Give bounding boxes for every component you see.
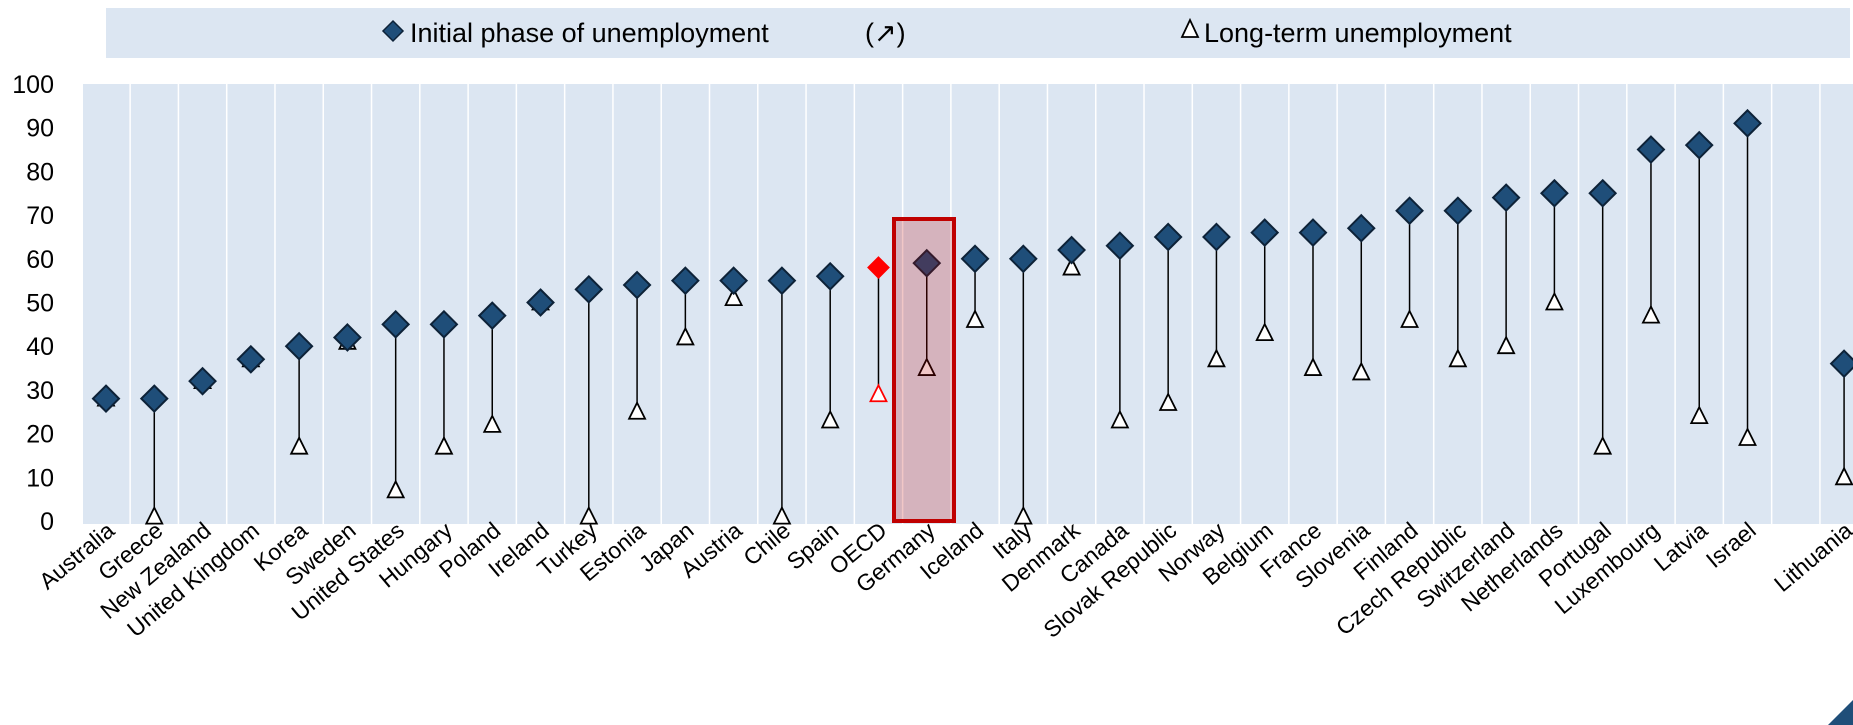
longterm-marker [1689, 405, 1709, 425]
corner-decoration [1828, 700, 1853, 725]
longterm-marker [1448, 348, 1468, 368]
legend-sort-marker: (↗) [865, 18, 906, 48]
initial-marker [284, 331, 314, 361]
initial-marker [1202, 222, 1231, 252]
y-tick-label: 40 [26, 333, 54, 361]
longterm-marker [1013, 505, 1033, 525]
initial-marker [139, 384, 169, 414]
x-category-label: Latvia [1649, 517, 1713, 577]
initial-marker [1491, 183, 1521, 213]
longterm-marker [289, 435, 309, 455]
y-tick-label: 0 [40, 508, 54, 536]
initial-marker [1153, 222, 1183, 252]
longterm-marker [1593, 435, 1613, 455]
initial-marker [1105, 231, 1135, 261]
initial-marker [429, 309, 459, 339]
initial-marker [867, 256, 890, 279]
longterm-marker [627, 400, 647, 420]
initial-marker [1250, 218, 1280, 247]
initial-marker [815, 261, 845, 291]
longterm-marker [579, 505, 599, 525]
longterm-marker [1834, 466, 1853, 486]
y-tick-label: 60 [26, 246, 54, 274]
y-tick-label: 80 [26, 158, 54, 186]
initial-marker [1298, 218, 1328, 247]
initial-marker [526, 288, 555, 317]
initial-marker [1588, 178, 1618, 208]
initial-marker [960, 244, 990, 274]
initial-marker [1395, 196, 1424, 226]
longterm-marker [1496, 335, 1516, 355]
longterm-marker [434, 435, 454, 455]
legend: Initial phase of unemployment (↗) Long-t… [381, 17, 1512, 48]
initial-marker [622, 270, 652, 300]
longterm-marker [1400, 308, 1420, 328]
initial-marker [1733, 108, 1762, 138]
initial-marker [236, 344, 266, 374]
longterm-marker [772, 505, 792, 525]
x-category-label: Lithuania [1769, 517, 1853, 597]
x-category-label: Israel [1701, 517, 1761, 573]
longterm-marker [1158, 391, 1178, 411]
longterm-marker [1641, 304, 1661, 324]
initial-marker [1443, 196, 1473, 226]
longterm-marker [917, 357, 937, 376]
longterm-marker [1544, 291, 1564, 311]
x-category-label: Chile [738, 517, 795, 571]
data-marks [91, 108, 1853, 525]
longterm-marker [1062, 256, 1082, 276]
initial-marker [1539, 178, 1569, 208]
initial-marker [477, 301, 507, 331]
y-tick-label: 70 [26, 202, 54, 230]
y-axis: 0 10 20 30 40 50 60 70 80 90 100 [12, 71, 54, 536]
initial-marker [1008, 244, 1038, 274]
initial-marker [188, 366, 217, 396]
initial-marker [1057, 235, 1087, 265]
initial-marker [332, 323, 362, 352]
longterm-marker [1110, 409, 1130, 429]
longterm-marker [869, 383, 888, 403]
legend-initial-label: Initial phase of unemployment [410, 18, 769, 48]
initial-marker [1346, 213, 1376, 243]
initial-marker [767, 266, 797, 296]
initial-marker [91, 384, 121, 414]
longterm-marker [1351, 361, 1371, 381]
longterm-marker [1206, 348, 1226, 368]
legend-longterm-marker-icon [1180, 17, 1200, 38]
gridlines [129, 84, 1821, 524]
initial-marker [719, 266, 749, 296]
initial-marker [670, 266, 700, 296]
longterm-marker [144, 505, 164, 525]
y-tick-label: 50 [26, 290, 54, 318]
y-tick-label: 100 [12, 71, 54, 99]
initial-marker [1636, 135, 1666, 164]
longterm-marker [724, 287, 744, 307]
initial-marker [574, 274, 604, 304]
initial-marker [381, 309, 411, 339]
initial-marker [912, 248, 942, 278]
y-tick-label: 90 [26, 115, 54, 143]
y-tick-label: 20 [26, 421, 54, 449]
longterm-marker [965, 308, 985, 328]
initial-marker [1684, 130, 1714, 160]
longterm-marker [1255, 322, 1275, 341]
germany-highlight-box [892, 217, 956, 523]
plot-area [83, 84, 1853, 524]
legend-initial-marker-icon [381, 19, 405, 43]
longterm-marker [1738, 426, 1757, 446]
longterm-marker [820, 409, 840, 429]
y-tick-label: 30 [26, 377, 54, 405]
longterm-marker [675, 326, 695, 346]
legend-box [106, 8, 1850, 58]
longterm-marker [482, 413, 502, 433]
longterm-marker [1303, 357, 1323, 376]
y-tick-label: 10 [26, 464, 54, 492]
legend-longterm-label: Long-term unemployment [1204, 18, 1512, 48]
longterm-marker [386, 479, 406, 499]
